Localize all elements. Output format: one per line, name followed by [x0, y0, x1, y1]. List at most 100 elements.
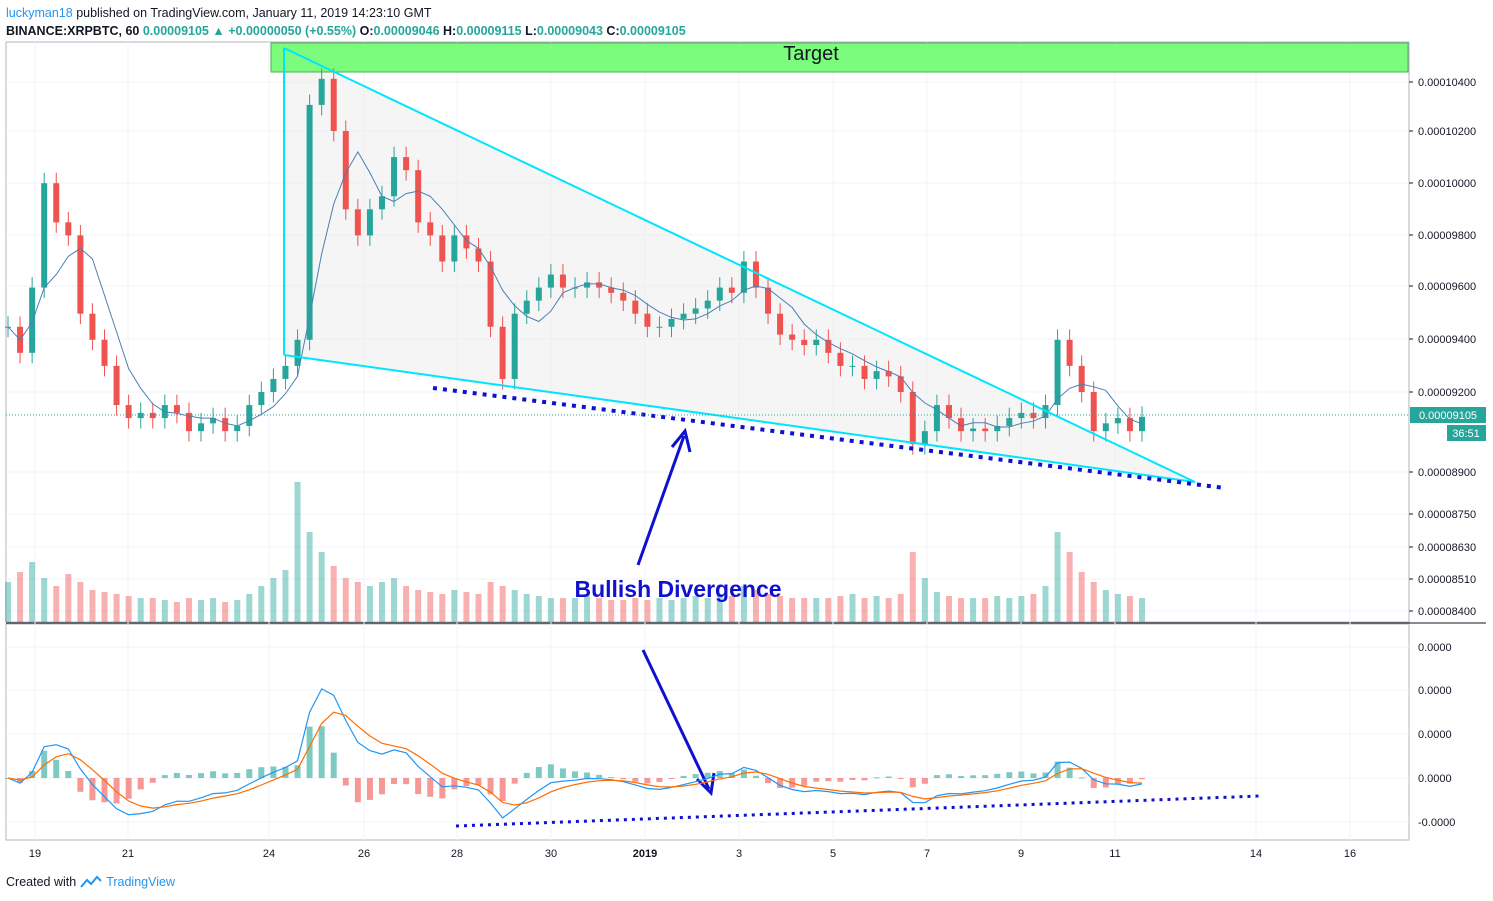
candle-body [704, 300, 711, 309]
tradingview-link[interactable]: TradingView [106, 875, 175, 889]
volume-bar [1090, 582, 1097, 622]
candle-body [487, 261, 494, 327]
macd-hist-bar [451, 778, 458, 790]
candle-body [620, 292, 627, 301]
volume-bar [559, 598, 566, 622]
candle-body [173, 405, 180, 413]
candle-body [113, 365, 120, 406]
macd-hist-bar [1030, 773, 1037, 778]
macd-hist-bar [668, 778, 675, 779]
macd-axis[interactable]: 0.0000 0.0000 0.0000 0.0000 -0.0000 [1418, 642, 1455, 829]
candle-body [439, 235, 446, 262]
macd-hist-bar [921, 778, 928, 784]
volume-bar [403, 586, 410, 622]
candle-body [101, 339, 108, 366]
candle-body [354, 209, 361, 236]
volume-bar [620, 600, 627, 622]
macd-hist-bar [632, 778, 639, 782]
macd-hist-bar [415, 778, 422, 795]
candle-body [777, 313, 784, 335]
macd-hist-bar [282, 766, 289, 778]
candle-body [909, 392, 916, 445]
volume-bar [740, 586, 747, 622]
candle-body [378, 196, 385, 210]
macd-hist-bar [994, 773, 1001, 778]
candle-body [65, 222, 72, 236]
volume-bar [137, 598, 144, 622]
volume-bar [1030, 594, 1037, 622]
target-zone[interactable] [270, 42, 1409, 73]
volume-bar [1114, 594, 1121, 622]
candle-body [632, 300, 639, 314]
candle-body [849, 365, 856, 367]
macd-hist-bar [1066, 767, 1073, 778]
up-arrow-icon: ▲ [212, 24, 225, 38]
macd-hist-bar [475, 778, 482, 786]
macd-hist-bar [222, 773, 229, 778]
time-tick-label: 11 [1109, 848, 1120, 860]
volume-bar [970, 598, 977, 622]
candle-body [1030, 412, 1037, 419]
volume-bar [198, 600, 205, 622]
low-label: L: [525, 24, 537, 38]
volume-bar [728, 596, 735, 622]
author-link[interactable]: luckyman18 [6, 6, 73, 20]
volume-bar [354, 582, 361, 622]
macd-divergence-line[interactable] [455, 794, 1261, 828]
price-divergence-line[interactable] [432, 386, 1226, 490]
candle-body [584, 282, 591, 288]
macd-hist-bar [608, 777, 615, 779]
volume-bar [246, 594, 253, 622]
macd-hist-bar [53, 759, 60, 778]
candle-body [1054, 339, 1061, 406]
candle-body [29, 287, 36, 353]
price-tick-label: 0.00010000 [1418, 178, 1476, 190]
macd-hist-bar [391, 778, 398, 784]
time-tick-label: 2019 [633, 848, 657, 860]
volume-bar [65, 574, 72, 622]
macd-hist-bar [342, 778, 349, 786]
published-text: published on TradingView.com, January 11… [76, 6, 432, 20]
macd-hist-bar [294, 765, 301, 778]
volume-bar [572, 598, 578, 622]
price-tick-label: 0.00008510 [1418, 574, 1476, 586]
macd-hist-bar [149, 778, 156, 783]
open-label: O: [359, 24, 374, 38]
time-tick-label: 19 [29, 848, 41, 860]
macd-hist-bar [113, 778, 120, 804]
volume-bar [716, 594, 723, 622]
macd-hist-bar [318, 726, 325, 778]
volume-bar [668, 600, 675, 622]
volume-bar [511, 590, 518, 622]
volume-bar [330, 566, 337, 622]
macd-hist-bar [1054, 761, 1061, 778]
volume-bar [547, 598, 554, 622]
macd-hist-bar [970, 775, 977, 778]
macd-hist-bar [584, 772, 591, 778]
candle-body [789, 334, 796, 340]
candle-body [535, 287, 542, 301]
volume-bar [294, 482, 301, 622]
macd-hist-bar [656, 778, 663, 783]
candle-body [366, 209, 373, 236]
wedge-lower-line[interactable] [283, 354, 1196, 483]
macd-hist-bar [198, 773, 205, 778]
volume-bar [644, 600, 651, 622]
time-axis[interactable]: 19 21 24 26 28 30 2019 3 5 7 9 11 14 16 [29, 848, 1356, 860]
arrow-up-icon [670, 427, 692, 453]
volume-bar [149, 598, 156, 622]
wedge-upper-line[interactable] [283, 47, 1196, 483]
price-tick-label: 0.00009200 [1418, 387, 1476, 399]
volume-bar [1054, 532, 1061, 622]
macd-hist-bar [897, 778, 904, 779]
macd-hist-bar [1114, 778, 1121, 785]
candle-body [692, 308, 699, 314]
volume-bar [1102, 590, 1109, 622]
volume-bars [5, 482, 1145, 622]
candle-body [1102, 423, 1109, 432]
volume-bar [825, 598, 832, 622]
price-axis[interactable]: 0.00010400 0.00010200 0.00010000 0.00009800… [1409, 77, 1476, 618]
candle-body [89, 313, 96, 340]
volume-bar [692, 596, 699, 622]
